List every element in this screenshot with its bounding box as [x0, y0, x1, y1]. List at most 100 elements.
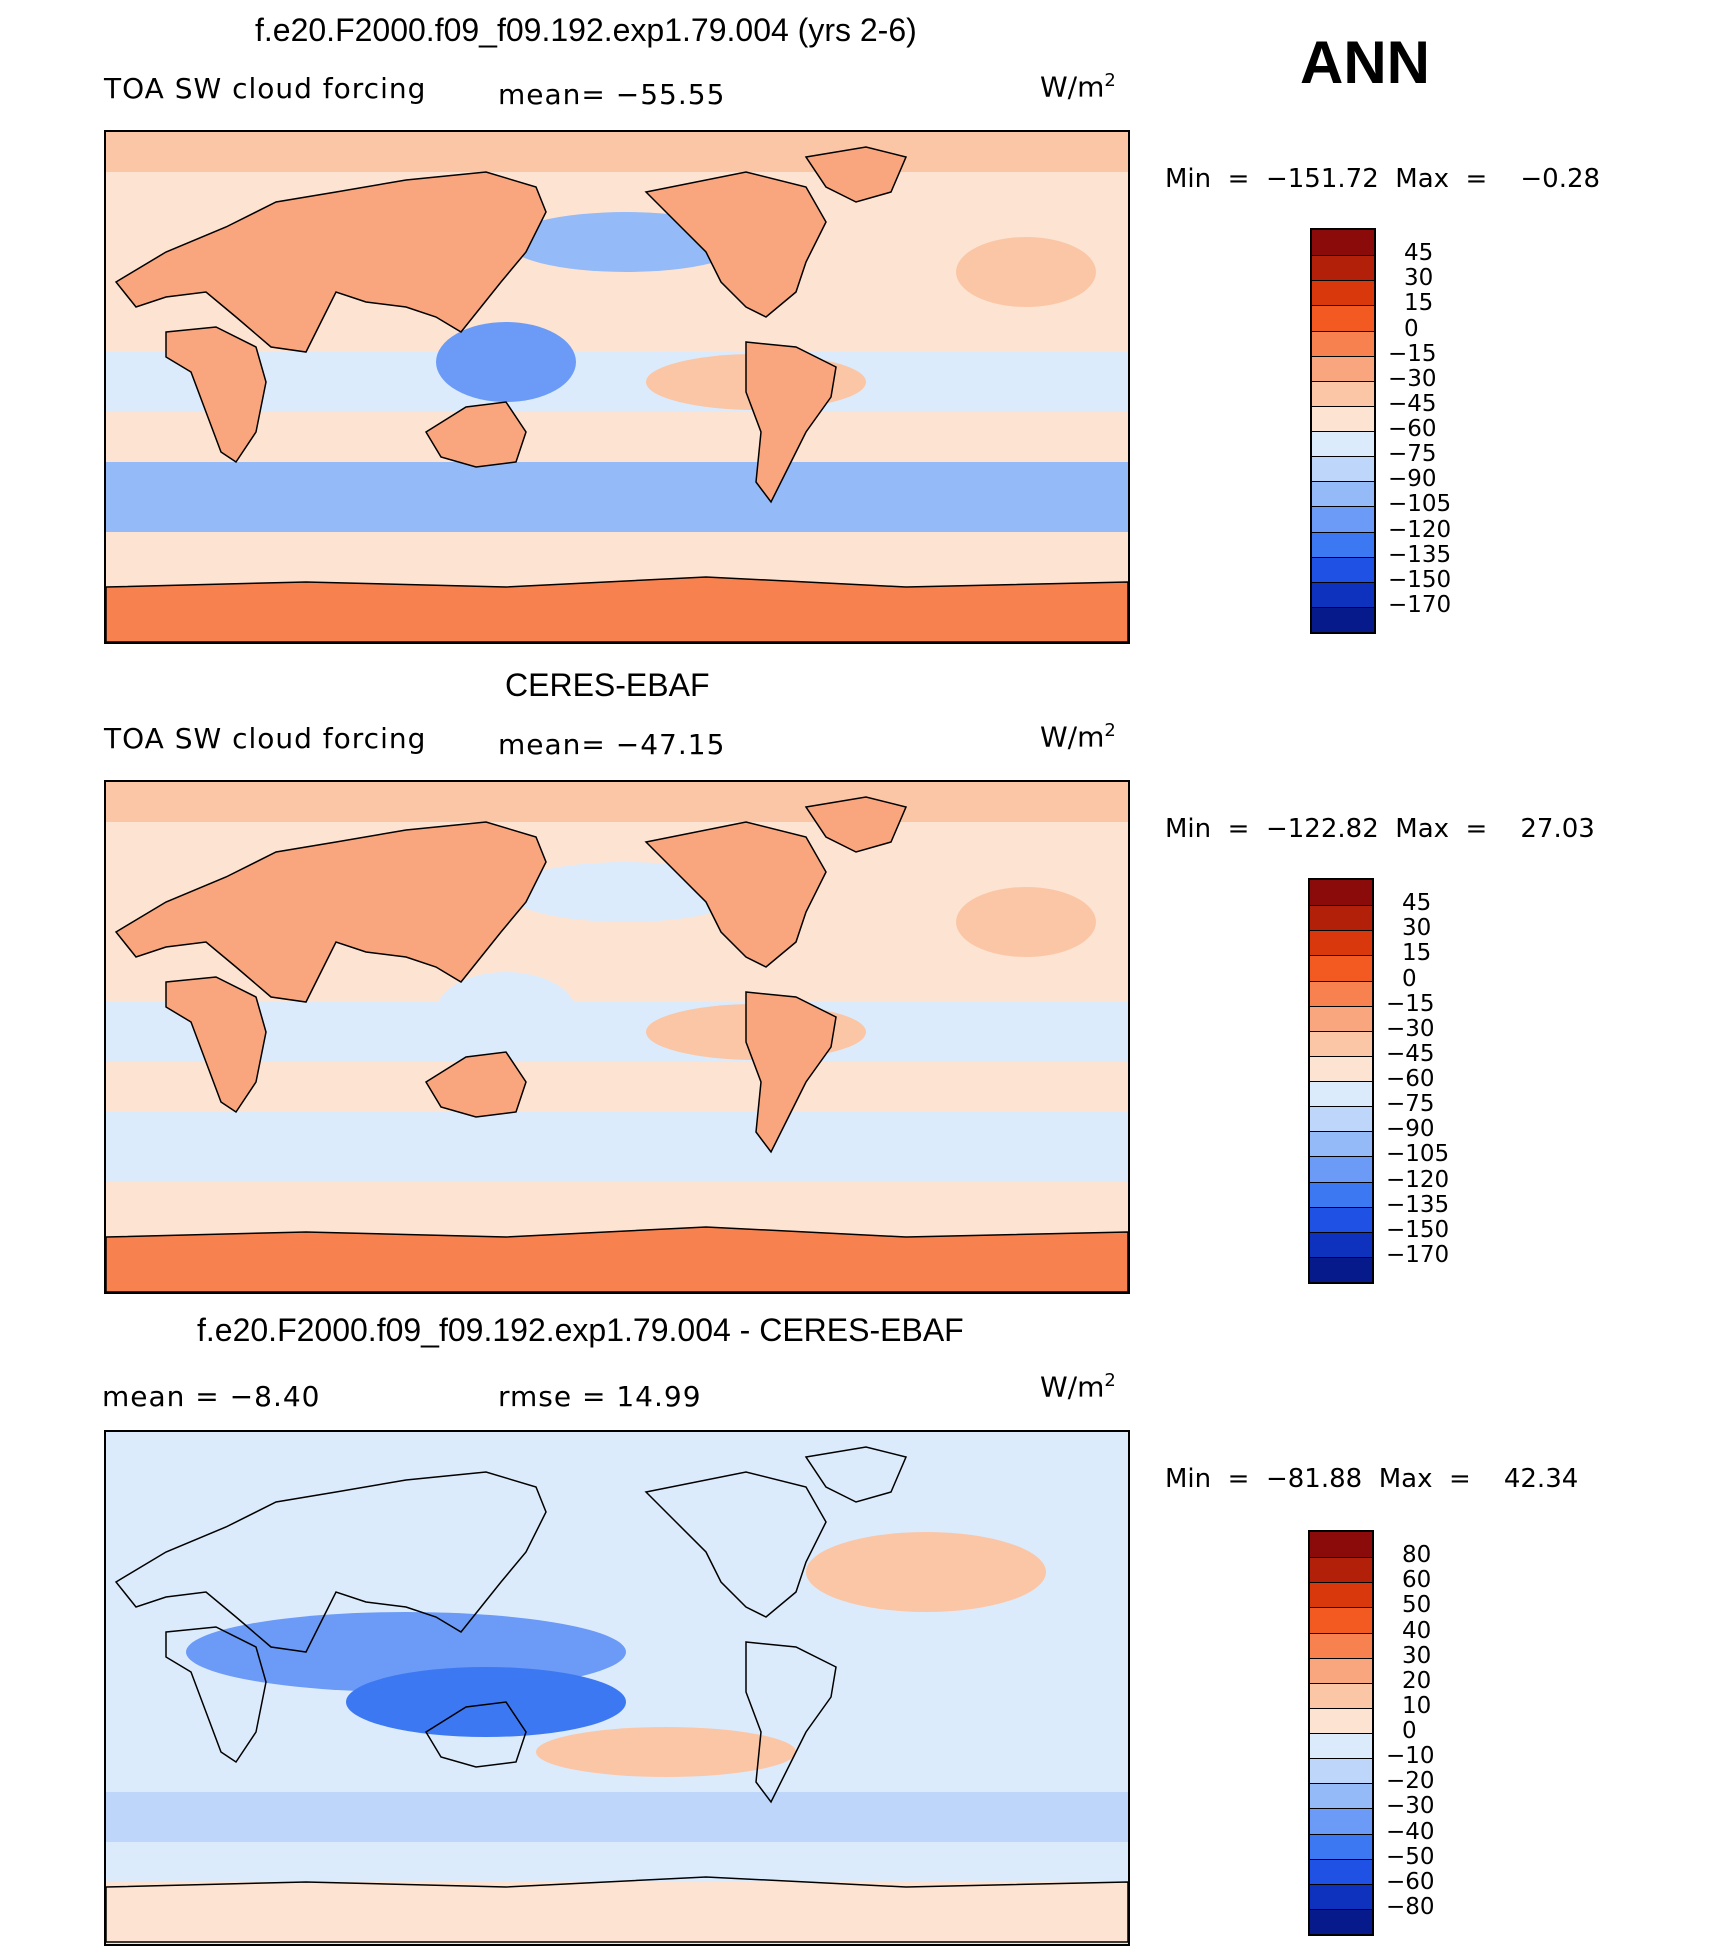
colorbar-cell	[1312, 456, 1374, 482]
panel3-units: W/m2	[1040, 1370, 1116, 1403]
colorbar-tick-label: −75	[1386, 1091, 1435, 1118]
colorbar-tick-label: 20	[1402, 1667, 1432, 1694]
colorbar-tick-label: 0	[1402, 965, 1417, 992]
panel2-map	[104, 780, 1130, 1294]
season-label: ANN	[1300, 29, 1430, 96]
continent-outline	[644, 821, 827, 968]
colorbar-cell	[1312, 380, 1374, 406]
colorbar-tick-label: −60	[1388, 416, 1437, 442]
colorbar-cell	[1310, 1131, 1372, 1157]
colorbar-tick-label: −15	[1386, 990, 1435, 1017]
panel2-mean: mean= −47.15	[498, 728, 726, 761]
colorbar-tick-label: 40	[1402, 1617, 1432, 1644]
colorbar-cell	[1312, 230, 1374, 256]
colorbar-cell	[1310, 1783, 1372, 1809]
colorbar-tick-label: 45	[1404, 240, 1434, 267]
colorbar-cell	[1310, 880, 1372, 906]
colorbar-cell	[1312, 606, 1374, 632]
units-exponent: 2	[1104, 70, 1116, 91]
subpolar-band	[106, 532, 1128, 582]
units-base: W/m	[1040, 720, 1105, 754]
colorbar-cell	[1310, 1908, 1372, 1934]
colorbar-tick-label: 80	[1402, 1542, 1432, 1569]
colorbar-cell	[1310, 1707, 1372, 1733]
panel3-minmax: Min = −81.88 Max = 42.34	[1165, 1464, 1579, 1494]
colorbar-cell	[1310, 1733, 1372, 1759]
colorbar-cell	[1310, 1156, 1372, 1182]
continent-outline	[106, 1876, 1128, 1943]
continent-outline	[424, 1701, 527, 1768]
colorbar-tick-label: 15	[1402, 940, 1432, 967]
continent-outline	[424, 1051, 527, 1118]
colorbar-tick-label: 30	[1404, 265, 1434, 292]
continent-outline	[804, 1446, 908, 1503]
panel1-title: f.e20.F2000.f09_f09.192.exp1.79.004 (yrs…	[255, 12, 917, 48]
colorbar-tick-label: 45	[1402, 890, 1432, 917]
units-base: W/m	[1040, 70, 1105, 104]
panel2-colorbar	[1308, 878, 1374, 1284]
colorbar-cell	[1312, 305, 1374, 331]
colorbar-cell	[1312, 531, 1374, 557]
colorbar-tick-label: 15	[1404, 290, 1434, 317]
colorbar-cell	[1310, 1030, 1372, 1056]
panel3-map-field	[106, 1432, 1128, 1944]
colorbar-cell	[1310, 930, 1372, 956]
colorbar-cell	[1312, 556, 1374, 582]
colorbar-cell	[1310, 1005, 1372, 1031]
panel2-minmax: Min = −122.82 Max = 27.03	[1165, 814, 1595, 844]
colorbar-cell	[1312, 581, 1374, 607]
panel3-title: f.e20.F2000.f09_f09.192.exp1.79.004 - CE…	[197, 1312, 964, 1348]
panel1-colorbar	[1310, 228, 1376, 634]
colorbar-cell	[1310, 1657, 1372, 1683]
colorbar-tick-label: 30	[1402, 915, 1432, 942]
colorbar-cell	[1312, 431, 1374, 457]
panel2-title: CERES-EBAF	[505, 667, 710, 703]
colorbar-cell	[1310, 1883, 1372, 1909]
continent-outline	[644, 171, 827, 318]
colorbar-tick-label: −60	[1386, 1868, 1435, 1895]
panel3-map	[104, 1430, 1130, 1946]
panel1-variable: TOA SW cloud forcing	[104, 72, 427, 105]
panel2-variable: TOA SW cloud forcing	[104, 722, 427, 755]
north-atlantic-region	[956, 237, 1096, 307]
colorbar-tick-label: 50	[1402, 1592, 1432, 1619]
colorbar-tick-label: −150	[1388, 566, 1452, 593]
antarctic-band	[106, 1882, 1128, 1944]
colorbar-tick-label: −75	[1388, 441, 1437, 468]
southern-ocean-band	[106, 1112, 1128, 1182]
units-exponent: 2	[1104, 720, 1116, 741]
colorbar-tick-label: −135	[1388, 541, 1452, 568]
colorbar-tick-label: −170	[1386, 1241, 1450, 1268]
southern-ocean-band	[106, 462, 1128, 532]
colorbar-cell	[1310, 1081, 1372, 1107]
colorbar-cell	[1310, 1858, 1372, 1884]
colorbar-cell	[1312, 355, 1374, 381]
panel1-map-field	[106, 132, 1128, 642]
arctic-band	[106, 782, 1128, 822]
continent-outline	[745, 991, 837, 1154]
colorbar-tick-label: 10	[1402, 1692, 1432, 1719]
panel3-rmse: rmse = 14.99	[498, 1380, 702, 1413]
colorbar-tick-label: −105	[1386, 1141, 1450, 1168]
colorbar-cell	[1310, 1808, 1372, 1834]
continent-outline	[165, 1626, 267, 1764]
colorbar-tick-label: −120	[1388, 516, 1452, 543]
colorbar-tick-label: 60	[1402, 1567, 1432, 1594]
maritime-continent-negative-region	[346, 1667, 626, 1737]
colorbar-cell	[1310, 1758, 1372, 1784]
colorbar-cell	[1312, 481, 1374, 507]
colorbar-tick-label: −120	[1386, 1166, 1450, 1193]
continent-outline	[114, 171, 547, 353]
colorbar-cell	[1310, 1607, 1372, 1633]
continent-outline	[804, 796, 908, 853]
units-base: W/m	[1040, 1370, 1105, 1404]
maritime-continent-region	[436, 972, 576, 1052]
units-exponent: 2	[1104, 1370, 1116, 1391]
colorbar-cell	[1312, 330, 1374, 356]
continent-outline	[106, 576, 1128, 642]
colorbar-cell	[1312, 280, 1374, 306]
colorbar-tick-label: −170	[1388, 591, 1452, 618]
continent-outline	[804, 146, 908, 203]
colorbar-cell	[1310, 1181, 1372, 1207]
colorbar-tick-label: 0	[1404, 315, 1419, 342]
